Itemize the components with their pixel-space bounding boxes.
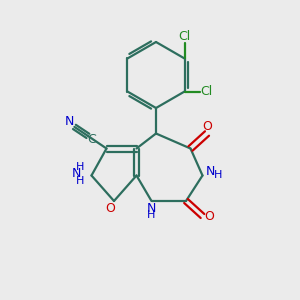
Text: O: O [204, 209, 214, 223]
Text: H: H [76, 162, 84, 172]
Text: N: N [206, 165, 216, 178]
Text: O: O [203, 120, 212, 134]
Text: Cl: Cl [201, 85, 213, 98]
Text: H: H [147, 210, 156, 220]
Text: O: O [106, 202, 115, 215]
Text: N: N [64, 115, 74, 128]
Text: Cl: Cl [178, 30, 191, 43]
Text: C: C [87, 133, 96, 146]
Text: N: N [147, 202, 156, 215]
Text: N: N [72, 167, 81, 180]
Text: H: H [214, 170, 222, 181]
Text: H: H [76, 176, 84, 186]
